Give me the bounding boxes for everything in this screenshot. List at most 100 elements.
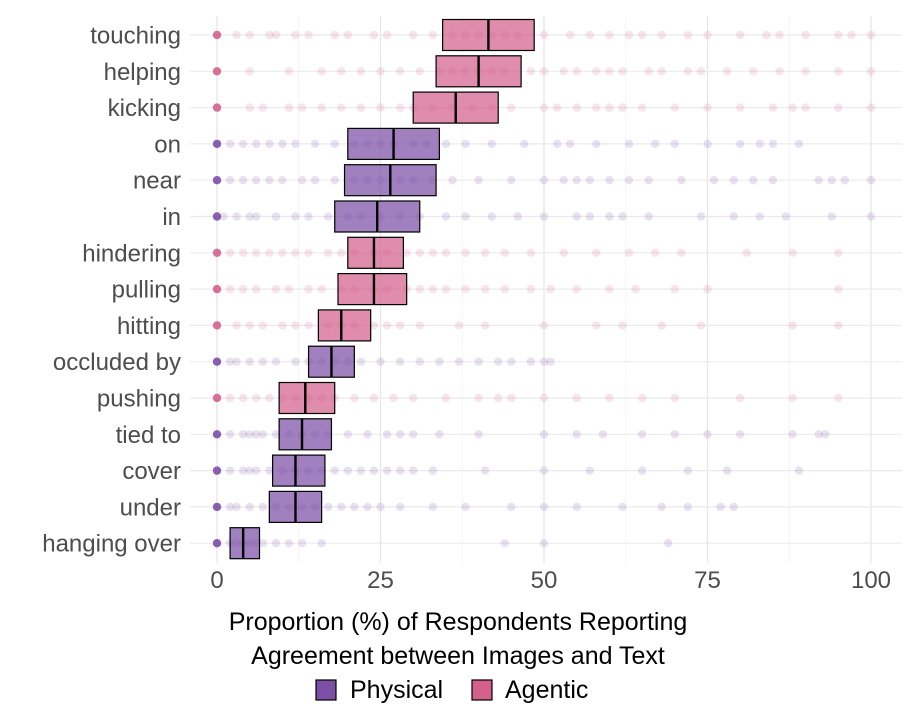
point-near-19 (559, 176, 568, 185)
point-cover-11 (343, 466, 352, 475)
point-under-9 (323, 502, 333, 512)
point-hindering-8 (323, 248, 333, 257)
point-near-27 (729, 176, 738, 185)
point-cover-17 (428, 466, 438, 475)
point-on-25 (703, 139, 712, 149)
point-helping-26 (722, 67, 732, 76)
point-hindering-16 (441, 248, 451, 257)
point-hanging-over-11 (500, 539, 509, 548)
point-hindering-4 (265, 248, 274, 257)
point-occluded-by-1 (225, 357, 235, 366)
point-pulling-1 (225, 284, 235, 294)
point-touching-10 (382, 30, 392, 40)
point-touching-30 (775, 30, 784, 40)
point-pulling-25 (703, 284, 712, 294)
point-near-20 (572, 176, 581, 185)
point-under-11 (350, 502, 359, 512)
point-under-18 (539, 502, 549, 512)
point-on-23 (650, 139, 660, 149)
x-tick-label-50: 50 (531, 567, 558, 594)
point-tied-to-5 (258, 430, 267, 439)
point-near-17 (507, 176, 516, 185)
point-cover-1 (225, 466, 235, 475)
point-in-8 (323, 212, 333, 221)
point-occluded-by-21 (539, 357, 549, 366)
point-hindering-28 (834, 248, 843, 257)
point-helping-25 (696, 67, 706, 76)
point-pushing-15 (474, 393, 483, 403)
point-occluded-by-18 (494, 357, 503, 366)
point-near-2 (238, 176, 248, 185)
point-hindering-1 (225, 248, 235, 257)
point-in-25 (729, 212, 738, 221)
x-axis-title-line-1: Proportion (%) of Respondents Reporting (229, 608, 688, 636)
point-touching-19 (539, 30, 549, 40)
point-tied-to-14 (395, 430, 405, 439)
point-occluded-by-4 (258, 357, 267, 366)
point-near-24 (644, 176, 653, 185)
y-tick-label-pushing: pushing (97, 386, 181, 413)
point-hanging-over-13 (664, 539, 673, 548)
point-tied-to-3 (245, 430, 254, 439)
point-under-24 (729, 502, 738, 512)
point-tied-to-16 (435, 430, 444, 439)
point-occluded-by-15 (435, 357, 444, 366)
point-helping-0 (212, 67, 222, 76)
point-cover-10 (330, 466, 339, 475)
point-kicking-1 (245, 103, 254, 112)
point-on-18 (520, 139, 529, 149)
point-under-2 (232, 502, 241, 512)
point-touching-21 (585, 30, 594, 40)
point-pushing-2 (238, 393, 248, 403)
point-on-15 (441, 139, 451, 149)
point-hitting-3 (258, 321, 267, 330)
point-kicking-22 (637, 103, 647, 112)
point-in-19 (572, 212, 581, 221)
point-pulling-13 (415, 284, 424, 294)
point-near-29 (768, 176, 778, 185)
point-pushing-19 (572, 393, 581, 403)
crossbar-hanging-over (229, 527, 261, 560)
point-cover-15 (395, 466, 405, 475)
point-kicking-6 (337, 103, 346, 112)
point-on-0 (212, 139, 222, 149)
point-touching-5 (291, 30, 300, 40)
point-in-27 (781, 212, 791, 221)
point-touching-27 (703, 30, 712, 40)
point-near-26 (709, 176, 719, 185)
point-near-5 (278, 176, 287, 185)
point-touching-23 (624, 30, 634, 40)
point-hindering-27 (788, 248, 797, 257)
point-hitting-1 (232, 321, 241, 330)
point-hindering-20 (526, 248, 536, 257)
point-pulling-14 (428, 284, 438, 294)
point-under-21 (657, 502, 666, 512)
point-hitting-11 (382, 321, 392, 330)
point-under-14 (395, 502, 405, 512)
point-pushing-10 (350, 393, 359, 403)
point-helping-3 (317, 67, 326, 76)
point-tied-to-23 (703, 430, 712, 439)
point-helping-16 (539, 67, 549, 76)
point-tied-to-18 (539, 430, 549, 439)
point-hitting-21 (788, 321, 797, 330)
point-tied-to-20 (598, 430, 608, 439)
point-kicking-26 (768, 103, 778, 112)
point-occluded-by-16 (454, 357, 464, 366)
point-on-26 (736, 139, 745, 149)
point-hitting-10 (369, 321, 379, 330)
point-helping-17 (559, 67, 568, 76)
y-tick-label-hindering: hindering (82, 240, 181, 267)
point-helping-29 (801, 67, 810, 76)
point-touching-33 (847, 30, 856, 40)
point-pushing-18 (539, 393, 549, 403)
point-on-16 (461, 139, 470, 149)
point-touching-31 (801, 30, 810, 40)
point-cover-19 (539, 466, 549, 475)
point-occluded-by-19 (507, 357, 516, 366)
point-kicking-29 (834, 103, 843, 112)
point-occluded-by-14 (415, 357, 424, 366)
point-helping-5 (356, 67, 366, 76)
point-touching-29 (762, 30, 771, 40)
point-pulling-26 (834, 284, 843, 294)
